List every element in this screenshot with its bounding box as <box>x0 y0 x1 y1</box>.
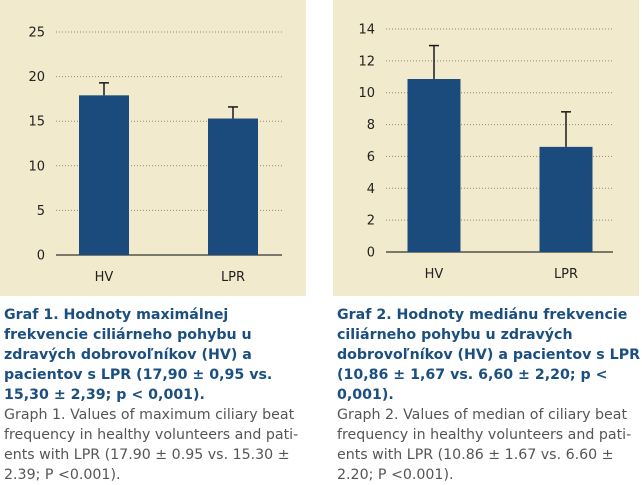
category-label-hv: HV <box>425 267 444 282</box>
bar-lpr <box>208 118 258 255</box>
category-label-hv: HV <box>95 270 114 285</box>
caption-1-english: Graph 1. Values of maximum ciliary beat … <box>4 407 299 483</box>
y-tick-label: 2 <box>367 214 375 229</box>
y-tick-label: 10 <box>28 159 45 174</box>
y-tick-label: 4 <box>367 182 375 197</box>
bar-lpr <box>539 146 593 252</box>
bar-hv <box>407 79 461 252</box>
y-tick-label: 8 <box>367 118 375 133</box>
y-tick-label: 10 <box>358 86 375 101</box>
caption-1-slovak: Graf 1. Hodnoty maximálnej frekvencie ci… <box>4 307 273 403</box>
chart-panel-2: 0 2 4 6 8 10 12 14 HV LPR Graf 2. Hodnoty mediánu… <box>333 0 642 485</box>
chart-1-caption: Graf 1. Hodnoty maximálnej frekvencie ci… <box>4 305 310 485</box>
chart-1-svg: 0 5 10 15 20 25 HV LPR <box>28 26 282 285</box>
chart-1-area: 0 5 10 15 20 25 HV LPR <box>0 0 306 296</box>
category-label-lpr: LPR <box>221 270 245 285</box>
chart-2-svg: 0 2 4 6 8 10 12 14 HV LPR <box>358 23 613 282</box>
y-tick-label: 5 <box>37 204 45 219</box>
category-label-lpr: LPR <box>554 267 578 282</box>
chart-2-caption: Graf 2. Hodnoty mediánu frekvencie ciliá… <box>337 305 642 485</box>
y-tick-label: 20 <box>28 70 45 85</box>
y-tick-label: 0 <box>367 246 375 261</box>
caption-2-english: Graph 2. Values of median of ciliary bea… <box>337 407 632 483</box>
y-tick-label: 12 <box>358 54 375 69</box>
y-tick-label: 15 <box>28 115 45 130</box>
chart-2-area: 0 2 4 6 8 10 12 14 HV LPR <box>333 0 639 296</box>
bar-hv <box>79 95 129 255</box>
y-tick-label: 0 <box>37 249 45 264</box>
chart-panel-1: 0 5 10 15 20 25 HV LPR Graf 1. Hodnoty maximáln… <box>0 0 306 485</box>
y-tick-label: 6 <box>367 150 375 165</box>
y-tick-label: 14 <box>358 23 375 38</box>
caption-2-slovak: Graf 2. Hodnoty mediánu frekvencie ciliá… <box>337 307 641 403</box>
y-tick-label: 25 <box>28 26 45 41</box>
